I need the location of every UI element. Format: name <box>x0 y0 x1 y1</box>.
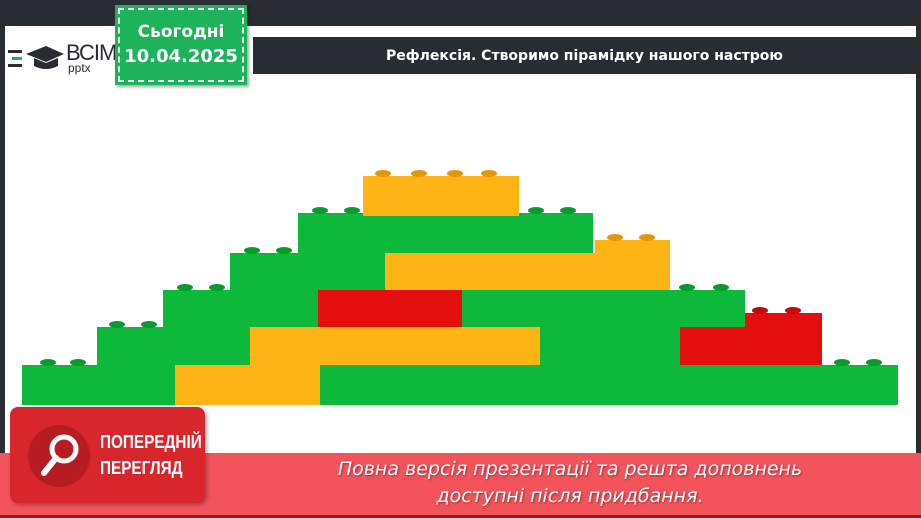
brick-orange <box>595 234 670 260</box>
preview-line-2: ПЕРЕГЛЯД <box>100 458 183 478</box>
brick-green <box>22 365 898 405</box>
brick-green <box>22 359 97 366</box>
purchase-banner-text: Повна версія презентації та решта доповн… <box>220 456 920 510</box>
brick-red <box>318 290 462 327</box>
bottom-strip <box>0 515 921 518</box>
preview-line-1: ПОПЕРЕДНІЙ <box>100 432 202 452</box>
slide-title: Рефлексія. Створимо пірамідку нашого нас… <box>253 37 916 74</box>
date-label: Сьогодні <box>137 22 225 42</box>
brick-orange <box>363 170 519 216</box>
preview-button[interactable]: ПОПЕРЕДНІЙ ПЕРЕГЛЯД <box>10 407 205 503</box>
brick-orange <box>250 327 540 365</box>
logo: ВСІМ pptx <box>8 40 118 75</box>
logo-subtext: pptx <box>68 61 91 75</box>
date-value: 10.04.2025 <box>124 46 238 67</box>
date-badge: Сьогодні 10.04.2025 <box>115 5 247 85</box>
brick-green <box>298 207 593 253</box>
brick-green <box>822 359 898 366</box>
banner-line-2: доступні після придбання. <box>436 485 704 507</box>
brick-orange <box>175 365 320 405</box>
logo-text: ВСІМ <box>66 40 117 65</box>
graduation-cap-icon <box>8 46 64 69</box>
banner-line-1: Повна версія презентації та решта доповн… <box>337 458 803 480</box>
magnifier-icon <box>28 425 90 487</box>
